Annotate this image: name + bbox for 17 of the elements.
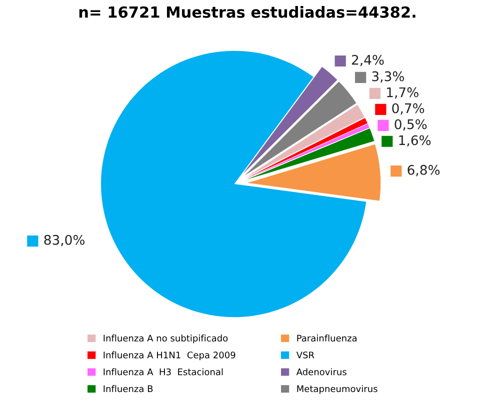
legend-label: Parainfluenza xyxy=(297,334,357,342)
legend-label: Influenza A no subtipificado xyxy=(104,334,228,344)
legend-label: Metapneumovirus xyxy=(297,385,378,394)
data-label: 0,5% xyxy=(394,119,427,131)
data-label: 83,0% xyxy=(44,234,85,246)
data-label: 1,7% xyxy=(387,87,418,99)
legend-label: Adenovirus xyxy=(296,368,346,376)
data-label: 0,7% xyxy=(392,103,424,115)
data-label: 3,3% xyxy=(372,71,404,83)
data-label: 1,6% xyxy=(399,135,431,147)
legend-label: VSR xyxy=(296,352,314,358)
data-label: 6,8% xyxy=(408,164,440,176)
legend-label: Influenza B xyxy=(104,385,153,392)
legend-label: Influenza A H3 Estacional xyxy=(104,368,223,376)
chart-title: n= 16721 Muestras estudiadas=44382. xyxy=(79,6,416,18)
data-label: 2,4% xyxy=(352,54,384,66)
legend-label: Influenza A H1N1 Cepa 2009 xyxy=(104,351,236,360)
